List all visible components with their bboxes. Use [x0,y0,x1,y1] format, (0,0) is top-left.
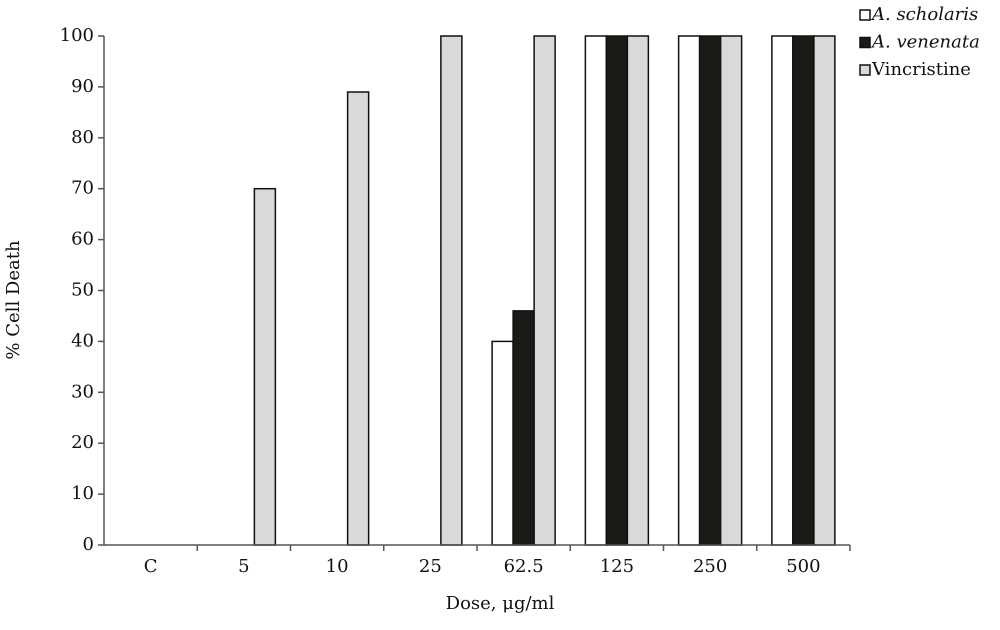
y-tick-label: 10 [71,483,94,504]
legend-label: Vincristine [871,59,971,80]
y-axis-label: % Cell Death [3,240,24,360]
bar [813,35,836,546]
y-tick-label: 30 [71,381,94,402]
y-tick-label: 90 [71,76,94,97]
x-tick-label: 62.5 [504,556,544,577]
x-tick-label: 10 [326,556,349,577]
x-tick-label: 25 [419,556,442,577]
bar [491,340,514,546]
x-tick-label: 250 [693,556,727,577]
bar [626,35,650,546]
bar [771,35,794,546]
x-tick-label: C [144,556,158,577]
legend-label: A. venenata [870,32,980,53]
y-tick-label: 50 [71,280,94,301]
legend-swatch [859,9,871,21]
legend-swatch [859,36,871,49]
x-tick-label: 5 [238,556,249,577]
bar [605,35,629,546]
y-tick-label: 100 [60,25,94,46]
bar [346,91,370,546]
bar [698,35,722,546]
x-tick-label: 500 [786,556,820,577]
bar [533,35,556,546]
legend-swatch [859,64,871,76]
x-axis-label: Dose, μg/ml [446,593,555,614]
bar [253,187,277,546]
y-tick-label: 80 [71,127,94,148]
y-tick-label: 0 [83,534,94,555]
bar [677,35,701,546]
bar [584,35,608,546]
x-tick-label: 125 [600,556,634,577]
bar [719,35,743,546]
bar [440,35,463,546]
bar [792,35,815,546]
y-tick-label: 60 [71,229,94,250]
y-tick-label: 70 [71,178,94,199]
bar [512,310,535,546]
y-tick-label: 40 [71,330,94,351]
legend-label: A. scholaris [870,4,978,25]
y-tick-label: 20 [71,432,94,453]
